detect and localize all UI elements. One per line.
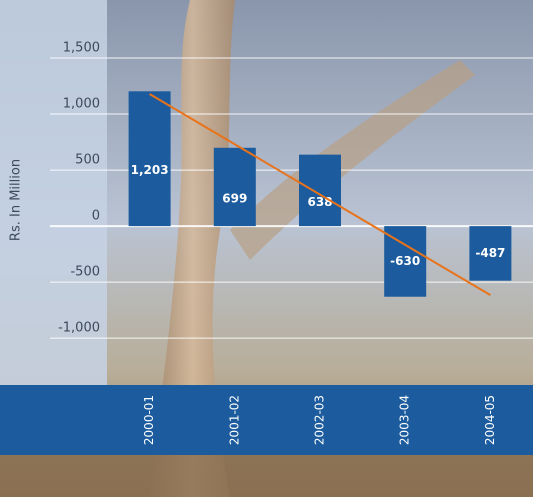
bar bbox=[214, 148, 256, 226]
x-tick-label: 2001-02 bbox=[227, 395, 241, 445]
y-tick-label: -500 bbox=[70, 265, 100, 280]
chart: Rs. In Million -1,000 -500 0 500 1,000 1,500 2… bbox=[0, 0, 533, 497]
value-label: 638 bbox=[307, 195, 332, 209]
y-tick-label: 1,000 bbox=[63, 97, 100, 112]
value-label: -487 bbox=[475, 246, 505, 260]
value-label: 1,203 bbox=[131, 163, 169, 177]
y-tick-label: -1,000 bbox=[58, 321, 100, 336]
x-tick-label: 2004-05 bbox=[483, 395, 497, 445]
bar bbox=[129, 91, 171, 226]
category-band bbox=[0, 385, 533, 455]
y-tick-label: 500 bbox=[75, 153, 100, 168]
x-tick-label: 2002-03 bbox=[313, 395, 327, 445]
ground bbox=[0, 455, 533, 497]
value-label: -630 bbox=[390, 254, 420, 268]
x-tick-label: 2000-01 bbox=[142, 395, 156, 445]
y-tick-label: 1,500 bbox=[63, 41, 100, 56]
y-axis-label: Rs. In Million bbox=[9, 159, 24, 241]
value-label: 699 bbox=[222, 191, 247, 205]
bar bbox=[299, 155, 341, 226]
x-tick-label: 2003-04 bbox=[398, 395, 412, 445]
y-tick-label: 0 bbox=[92, 209, 100, 224]
